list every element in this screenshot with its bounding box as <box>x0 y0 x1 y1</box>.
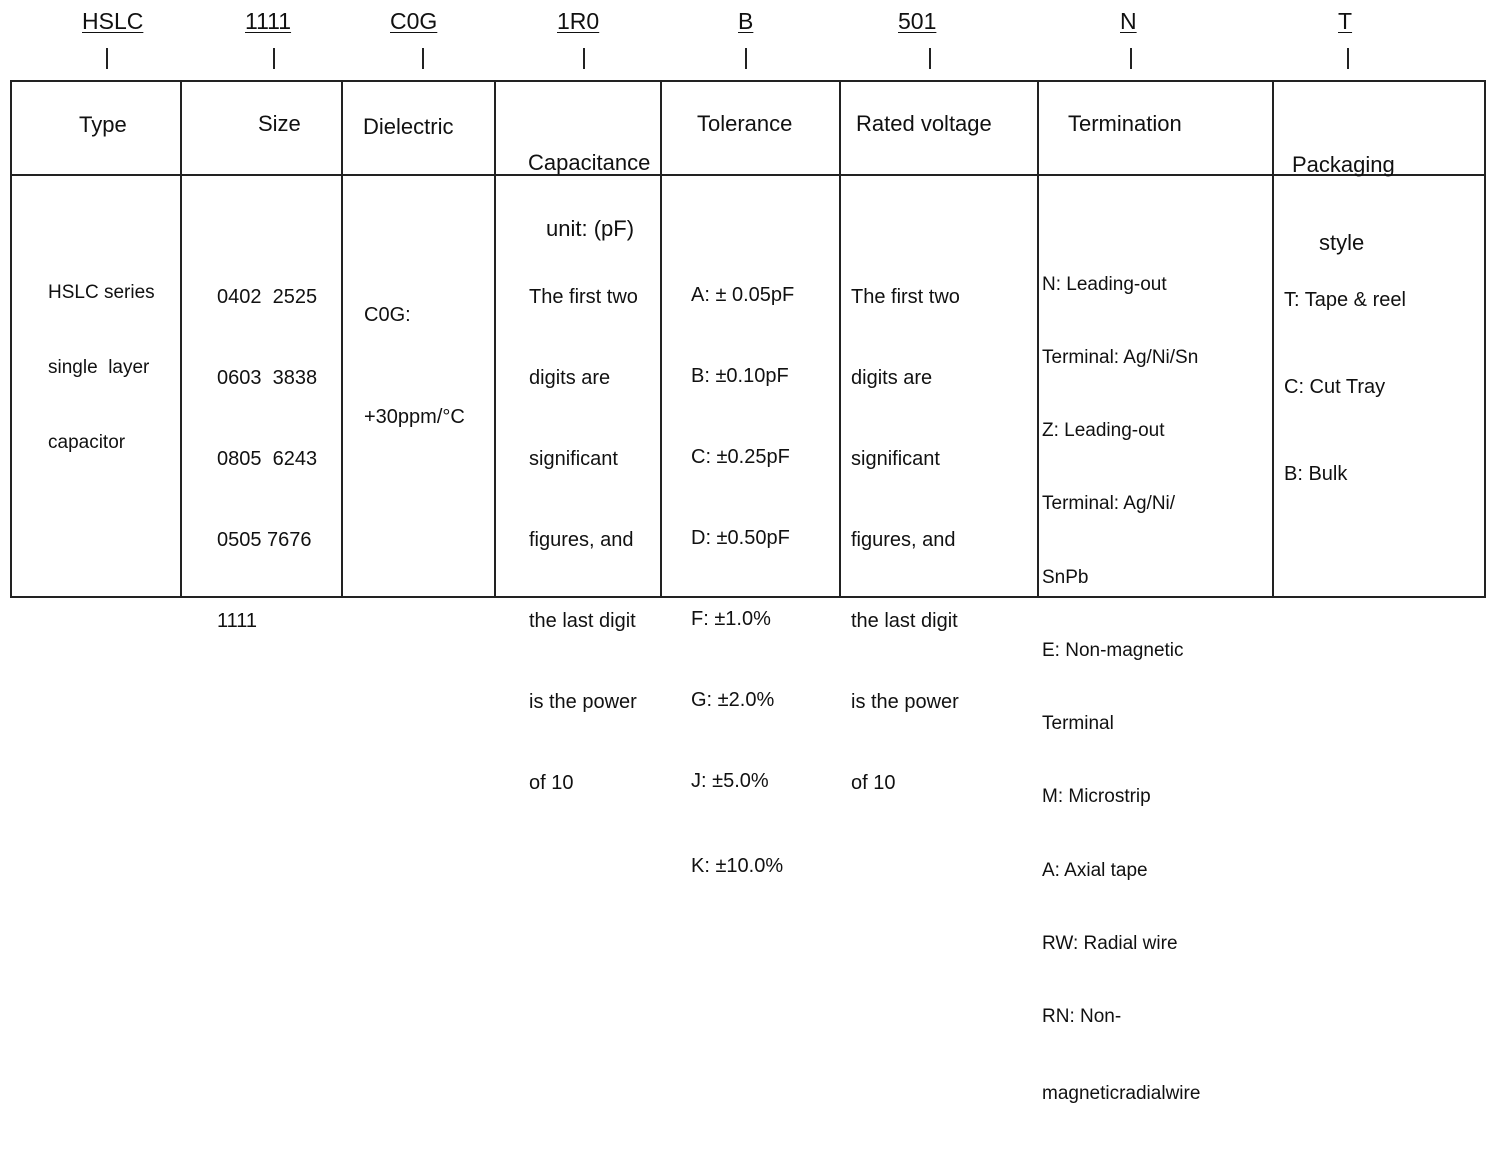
termination-list: N: Leading-out Terminal: Ag/Ni/Sn Z: Lea… <box>1042 273 1201 1105</box>
code-voltage: 501 <box>898 8 937 34</box>
column-divider <box>839 82 841 596</box>
connector-tick <box>273 48 275 69</box>
size-list: 0402 2525 0603 3838 0805 6243 0505 7676 … <box>217 286 318 632</box>
header-tolerance: Tolerance <box>697 111 793 136</box>
header-capacitance: Capacitance unit: (pF) <box>528 150 651 241</box>
column-divider <box>1037 82 1039 596</box>
code-type: HSLC <box>82 8 144 34</box>
header-packaging: Packaging style <box>1292 152 1395 255</box>
header-dielectric: Dielectric <box>363 114 454 139</box>
column-divider <box>341 82 343 596</box>
column-divider <box>494 82 496 596</box>
header-rated-voltage: Rated voltage <box>856 111 992 136</box>
code-capacitance: 1R0 <box>557 8 600 34</box>
connector-tick <box>106 48 108 69</box>
header-divider <box>12 174 1484 176</box>
tolerance-list: A: ± 0.05pF B: ±0.10pF C: ±0.25pF D: ±0.… <box>691 284 795 877</box>
header-size: Size <box>258 111 301 136</box>
rated-voltage-description: The first two digits are significant fig… <box>851 286 960 794</box>
code-tolerance: B <box>738 8 754 34</box>
capacitance-description: The first two digits are significant fig… <box>529 286 638 794</box>
header-type: Type <box>79 112 127 137</box>
part-number-table: Type Size Dielectric Capacitance unit: (… <box>10 80 1486 1104</box>
type-description: HSLC series single layer capacitor <box>48 282 155 453</box>
connector-tick <box>1130 48 1132 69</box>
connector-tick <box>929 48 931 69</box>
column-divider <box>660 82 662 596</box>
header-termination: Termination <box>1068 111 1182 136</box>
code-size: 1111 <box>245 8 292 34</box>
dielectric-description: C0G: +30ppm/°C <box>364 304 465 428</box>
connector-tick <box>1347 48 1349 69</box>
column-divider <box>180 82 182 596</box>
code-termination: N <box>1120 8 1137 34</box>
packaging-list: T: Tape & reel C: Cut Tray B: Bulk <box>1284 289 1406 485</box>
connector-tick <box>745 48 747 69</box>
code-dielectric: C0G <box>390 8 438 34</box>
code-packaging: T <box>1338 8 1353 34</box>
connector-tick <box>583 48 585 69</box>
column-divider <box>1272 82 1274 596</box>
connector-tick <box>422 48 424 69</box>
